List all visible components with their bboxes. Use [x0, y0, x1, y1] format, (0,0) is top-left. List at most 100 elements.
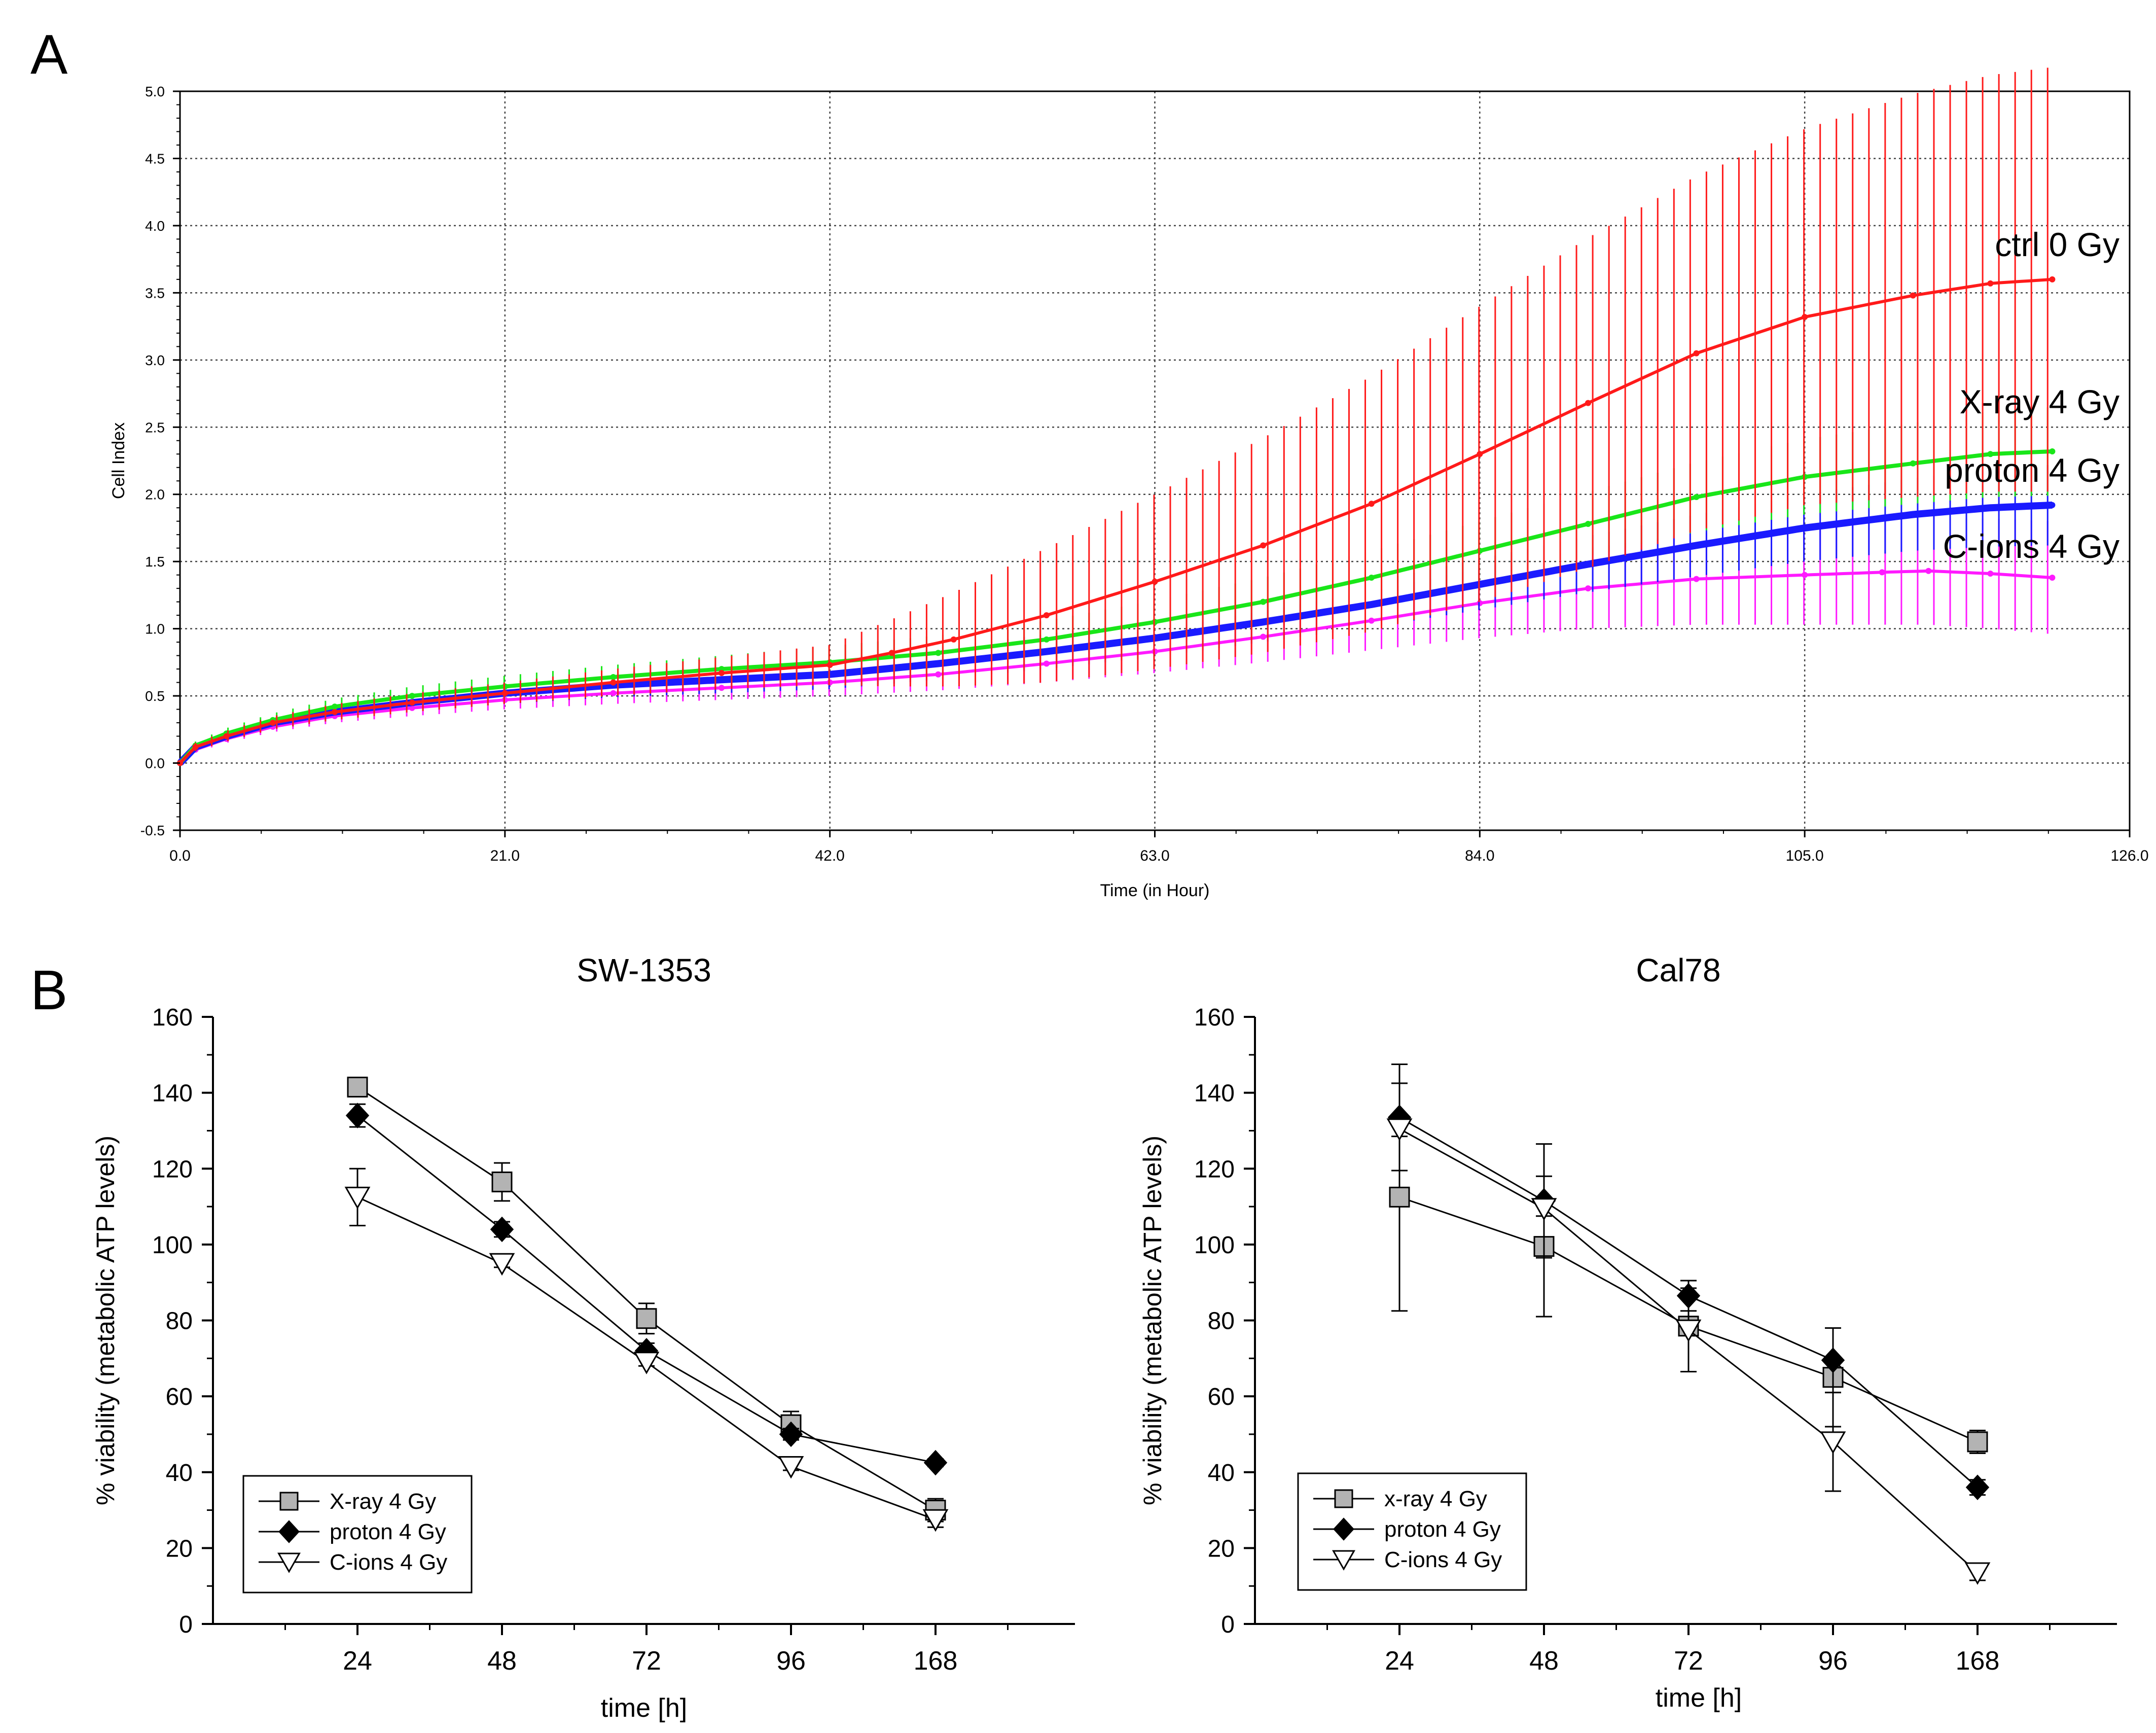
- panel-a-x-tick-label: 63.0: [1140, 847, 1169, 864]
- x-tick-label: 48: [487, 1646, 517, 1676]
- panel-a-data-point: [1152, 578, 1158, 585]
- series-triangle-down: [1386, 1118, 1991, 1585]
- x-tick-label: 24: [1385, 1646, 1414, 1676]
- y-tick-label: 0: [179, 1611, 193, 1638]
- panel-a-data-point: [1802, 524, 1808, 531]
- panel-a-series-line: [178, 449, 2053, 765]
- panel-a-data-point: [1925, 568, 1932, 574]
- y-tick-label: 80: [166, 1308, 193, 1335]
- x-tick-label: 168: [914, 1646, 958, 1676]
- triangle-marker: [1820, 1431, 1846, 1454]
- x-tick-label: 96: [1818, 1646, 1848, 1676]
- panel-a-data-point: [1260, 633, 1267, 640]
- panel-a-data-point: [270, 720, 276, 726]
- square-marker: [1334, 1489, 1353, 1508]
- panel-b-label: B: [30, 959, 67, 1021]
- panel-a-data-point: [2049, 276, 2056, 282]
- panel-a-label: A: [30, 23, 68, 86]
- y-tick-label: 80: [1208, 1308, 1235, 1335]
- panel-a-data-point: [1152, 619, 1158, 625]
- y-tick-label: 20: [166, 1535, 193, 1562]
- triangle-marker: [922, 1509, 949, 1532]
- panel-a-y-tick-label: 1.5: [145, 554, 165, 570]
- panel-a-y-tick-label: -0.5: [140, 823, 165, 838]
- panel-a-y-tick-label: 0.0: [145, 756, 165, 771]
- legend-entry-label: proton 4 Gy: [1384, 1517, 1501, 1542]
- diamond-marker: [1821, 1347, 1845, 1373]
- panel-a-data-point: [501, 690, 508, 696]
- panel-a-data-point: [1477, 547, 1483, 554]
- panel-a-data-point: [1910, 292, 1916, 299]
- triangle-marker: [633, 1352, 660, 1374]
- panel-a-data-point: [1368, 601, 1375, 608]
- panel-b-left-x-axis-label: time [h]: [601, 1693, 688, 1723]
- panel-a-data-point: [718, 677, 725, 683]
- panel-a-data-point: [827, 679, 833, 686]
- panel-a-data-point: [1910, 511, 1916, 518]
- y-tick-label: 20: [1208, 1535, 1235, 1562]
- panel-a-y-tick-label: 5.0: [145, 84, 165, 99]
- panel-a-data-point: [501, 697, 508, 703]
- triangle-marker: [1386, 1118, 1413, 1141]
- panel-a-data-point: [409, 704, 415, 711]
- x-tick-label: 72: [1674, 1646, 1703, 1676]
- triangle-marker: [277, 1552, 301, 1573]
- square-marker: [491, 1171, 513, 1192]
- panel-a-data-point: [2049, 448, 2056, 454]
- triangle-marker: [1332, 1550, 1355, 1571]
- panel-a-series-line: [178, 277, 2053, 764]
- panel-a-data-point: [1368, 617, 1375, 624]
- panel-a-data-point: [1260, 598, 1267, 605]
- panel-a-data-point: [1987, 571, 1994, 577]
- panel-a-data-point: [935, 650, 942, 656]
- panel-a-data-point: [1585, 521, 1591, 527]
- diamond-marker: [1965, 1474, 1990, 1500]
- panel-a-data-point: [1693, 576, 1700, 582]
- panel-b-left-legend: X-ray 4 Gy proton 4 Gy C-ions 4 Gy: [242, 1475, 473, 1594]
- panel-a-data-point: [409, 699, 415, 706]
- panel-a-data-point: [610, 674, 617, 681]
- panel-a-data-point: [1802, 314, 1808, 321]
- panel-a-data-point: [888, 650, 895, 656]
- legend-entry-label: C-ions 4 Gy: [1384, 1547, 1502, 1572]
- triangle-marker: [1675, 1319, 1702, 1342]
- panel-a-data-point: [1477, 600, 1483, 607]
- legend-entry-label: proton 4 Gy: [330, 1519, 446, 1544]
- panel-b-left-chart: SW-1353 0 20 40 60 80 100 120 140 160 24 48 72 96 168…: [91, 952, 1075, 1723]
- square-marker: [347, 1076, 368, 1098]
- panel-a-data-point: [1477, 451, 1483, 457]
- panel-a-data-point: [1368, 501, 1375, 507]
- panel-a-data-point: [1910, 460, 1916, 467]
- y-tick-label: 160: [1194, 1004, 1235, 1031]
- square-marker: [1967, 1431, 1988, 1453]
- panel-a-data-point: [935, 660, 942, 667]
- diamond-marker: [490, 1216, 514, 1243]
- legend-entry-label: X-ray 4 Gy: [330, 1489, 436, 1514]
- panel-b-left-title: SW-1353: [577, 952, 711, 988]
- panel-a-data-point: [1693, 350, 1700, 357]
- square-marker: [279, 1492, 299, 1511]
- panel-a-data-point: [827, 662, 833, 668]
- panel-a-data-point: [501, 683, 508, 690]
- y-tick-label: 60: [1208, 1384, 1235, 1410]
- panel-a-data-point: [2049, 574, 2056, 581]
- panel-a-data-point: [935, 671, 942, 678]
- diamond-marker: [278, 1520, 300, 1543]
- y-tick-label: 160: [152, 1004, 193, 1031]
- y-tick-label: 120: [1194, 1156, 1235, 1183]
- panel-a-y-tick-label: 3.5: [145, 285, 165, 301]
- panel-a-x-tick-label: 21.0: [490, 847, 520, 864]
- panel-a-x-tick-label: 84.0: [1465, 847, 1494, 864]
- panel-a-data-point: [1879, 569, 1885, 576]
- panel-b-right-chart: Cal78 0 20 40 60 80 100 120 140 160 24 48 72 96 168 t…: [1138, 952, 2117, 1713]
- panel-a-chart: 0.0 21.0 42.0 63.0 84.0 105.0 126.0 -0.5 0.0 0.5 1…: [109, 67, 2149, 900]
- series-diamond: [345, 1103, 948, 1476]
- panel-a-data-point: [1802, 572, 1808, 578]
- panel-a-data-point: [950, 636, 957, 643]
- x-tick-label: 96: [776, 1646, 806, 1676]
- panel-a-data-point: [1693, 494, 1700, 501]
- square-marker: [1389, 1186, 1410, 1208]
- panel-a-x-tick-label: 126.0: [2110, 847, 2148, 864]
- panel-a-data-point: [1987, 505, 1994, 511]
- diamond-marker: [345, 1103, 370, 1128]
